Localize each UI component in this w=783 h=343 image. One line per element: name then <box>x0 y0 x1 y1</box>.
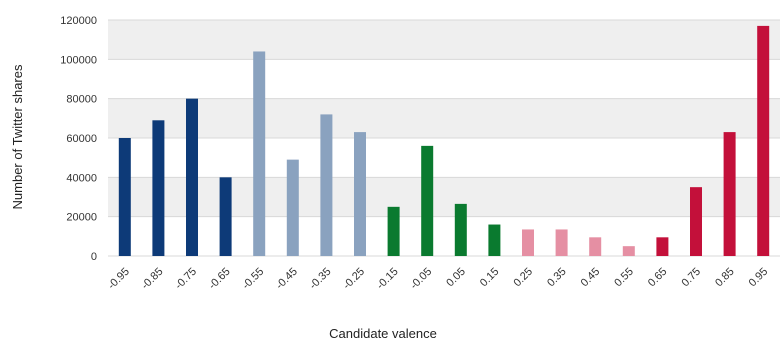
x-tick-label: 0.85 <box>713 266 737 290</box>
x-tick-label: -0.35 <box>307 266 333 292</box>
x-tick-label: -0.55 <box>240 266 266 292</box>
bars <box>118 25 770 257</box>
y-axis-ticks: 0 20000 40000 60000 80000 100000 120000 <box>60 15 97 263</box>
bar <box>723 132 736 256</box>
x-tick-label: -0.25 <box>341 266 367 292</box>
y-axis-title: Number of Twitter shares <box>10 64 25 209</box>
bar <box>320 114 333 257</box>
bar <box>219 177 232 256</box>
grid-bands <box>108 20 780 217</box>
grid-band <box>108 20 780 60</box>
bar <box>421 145 434 256</box>
x-tick-label: 0.15 <box>478 266 502 290</box>
grid-band <box>108 177 780 217</box>
bar <box>622 246 635 256</box>
y-tick-label: 80000 <box>66 94 97 106</box>
x-tick-label: -0.15 <box>375 266 401 292</box>
bar <box>690 187 702 256</box>
x-tick-label: -0.95 <box>106 266 132 292</box>
y-tick-label: 40000 <box>66 172 97 184</box>
grid-band <box>108 98 780 138</box>
y-tick-label: 60000 <box>66 133 97 145</box>
x-tick-label: 0.35 <box>545 266 569 290</box>
bar <box>118 138 131 256</box>
bar <box>286 159 299 256</box>
x-tick-label: 0.55 <box>612 266 636 290</box>
bar <box>454 203 467 256</box>
bar <box>186 98 198 257</box>
x-tick-label: 0.05 <box>444 266 468 290</box>
y-tick-label: 100000 <box>60 54 97 66</box>
bar <box>555 229 568 256</box>
x-tick-label: 0.45 <box>579 266 603 290</box>
y-tick-label: 120000 <box>60 15 97 27</box>
x-tick-label: -0.75 <box>173 266 199 292</box>
bar <box>253 51 266 256</box>
bar <box>354 132 366 256</box>
y-tick-label: 20000 <box>66 212 97 224</box>
x-tick-label: -0.65 <box>207 266 233 292</box>
bar <box>387 206 400 256</box>
x-axis-title: Candidate valence <box>329 326 437 341</box>
x-tick-label: 0.95 <box>747 266 771 290</box>
x-tick-label: -0.45 <box>274 266 300 292</box>
bar <box>589 237 602 256</box>
bar <box>152 120 165 256</box>
x-axis-ticks: -0.95 -0.85 -0.75 -0.65 -0.55 -0.45 -0.35 -0.25… <box>106 266 771 292</box>
bar <box>757 25 770 257</box>
x-tick-label: -0.05 <box>408 266 434 292</box>
bar <box>656 237 669 256</box>
x-tick-label: -0.85 <box>139 266 165 292</box>
bar <box>522 229 534 256</box>
bar <box>488 224 501 256</box>
x-tick-label: 0.65 <box>646 266 670 290</box>
y-tick-label: 0 <box>91 251 97 263</box>
x-tick-label: 0.75 <box>679 266 703 290</box>
x-tick-label: 0.25 <box>511 266 535 290</box>
